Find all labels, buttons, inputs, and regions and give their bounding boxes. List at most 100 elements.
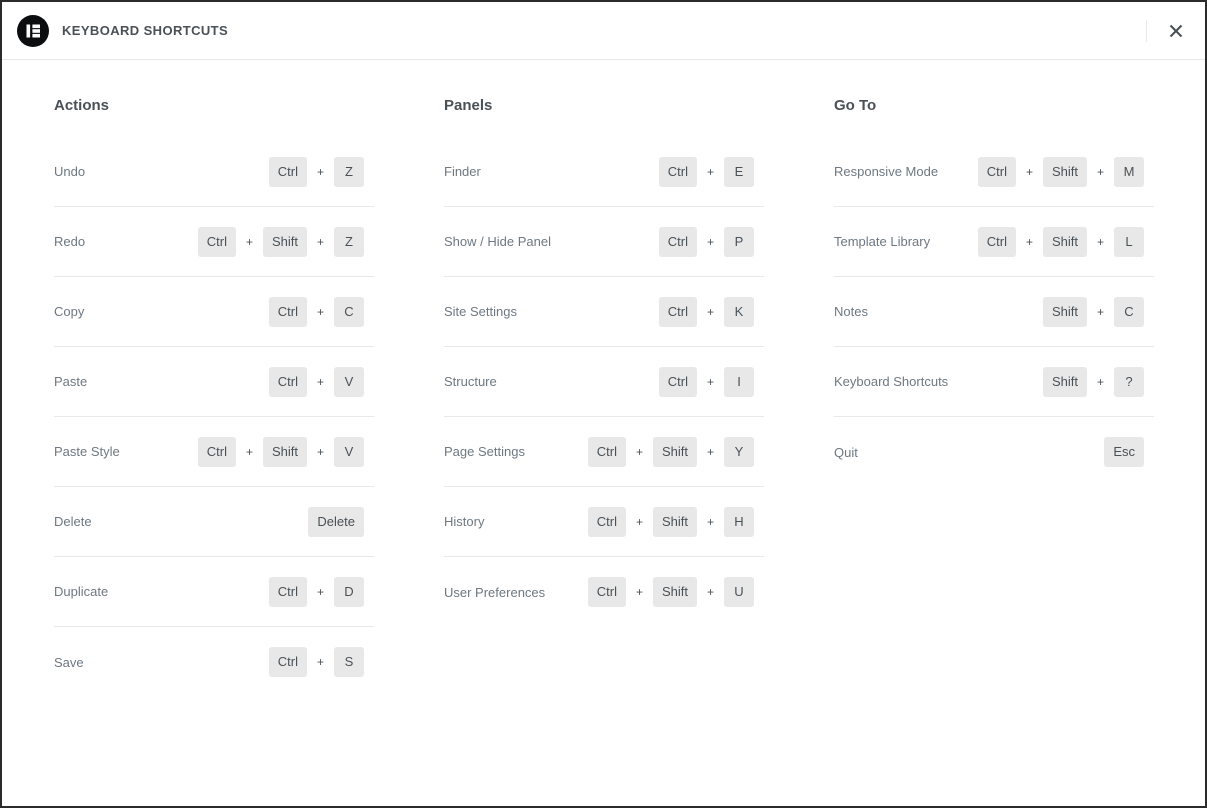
key-cap: Ctrl [268, 296, 307, 327]
key-cap: Ctrl [658, 366, 697, 397]
plus-separator: + [316, 584, 324, 599]
shortcut-keys: Ctrl + I [658, 366, 764, 397]
shortcut-keys: Ctrl + P [658, 226, 764, 257]
key-cap: M [1114, 156, 1144, 187]
key-cap: V [334, 436, 364, 467]
shortcut-keys: Shift +? [1042, 366, 1154, 397]
key-cap: C [1114, 296, 1144, 327]
plus-separator: + [1096, 304, 1104, 319]
key-cap: I [724, 366, 754, 397]
key-cap: V [334, 366, 364, 397]
shortcut-label: Quit [834, 444, 858, 460]
key-cap: Shift [652, 506, 697, 537]
plus-separator: + [1096, 234, 1104, 249]
key-cap: H [724, 506, 754, 537]
key-cap: K [724, 296, 754, 327]
plus-separator: + [706, 444, 714, 459]
plus-separator: + [316, 234, 324, 249]
shortcut-keys: Ctrl + E [658, 156, 764, 187]
key-cap: C [334, 296, 364, 327]
shortcut-label: Template Library [834, 234, 931, 249]
shortcut-row: Show / Hide Panel Ctrl + P [444, 207, 764, 277]
plus-separator: + [316, 374, 324, 389]
close-button[interactable] [1147, 2, 1205, 59]
shortcut-label: Finder [444, 164, 481, 179]
plus-separator: + [316, 164, 324, 179]
key-cap: Ctrl [658, 226, 697, 257]
shortcut-column-go-to: Go To Responsive Mode Ctrl + Shift + M Template… [834, 60, 1154, 487]
key-cap: L [1114, 226, 1144, 257]
shortcut-keys: Shift + C [1042, 296, 1154, 327]
shortcut-keys: Ctrl + V [268, 366, 374, 397]
shortcut-label: Show / Hide Panel [444, 234, 551, 249]
shortcut-keys: Ctrl + Shift + H [587, 506, 764, 537]
shortcut-row: Keyboard Shortcuts Shift +? [834, 347, 1154, 417]
key-cap: Shift [262, 436, 307, 467]
key-cap: Ctrl [587, 577, 626, 607]
key-cap: Ctrl [268, 156, 307, 187]
key-cap: Esc [1104, 437, 1144, 467]
shortcut-label: History [444, 514, 485, 529]
plus-separator: + [245, 444, 253, 459]
shortcut-keys: Ctrl + Shift + L [977, 226, 1154, 257]
shortcut-label: Delete [54, 514, 92, 529]
key-cap: Ctrl [197, 436, 236, 467]
shortcut-label: Notes [834, 304, 868, 319]
shortcut-keys: Ctrl + C [268, 296, 374, 327]
shortcut-row: Template Library Ctrl + Shift + L [834, 207, 1154, 277]
shortcut-row: Paste Style Ctrl + Shift + V [54, 417, 374, 487]
plus-separator: + [635, 514, 643, 529]
shortcut-row: Finder Ctrl + E [444, 137, 764, 207]
key-cap: Z [334, 156, 364, 187]
plus-separator: + [245, 234, 253, 249]
shortcut-label: Duplicate [54, 584, 109, 599]
plus-separator: + [1025, 234, 1033, 249]
shortcut-keys: Esc [1104, 437, 1154, 467]
key-cap: Shift [1042, 296, 1087, 327]
shortcut-keys: Ctrl + Z [268, 156, 374, 187]
shortcut-label: Save [54, 654, 84, 670]
header-actions [1146, 2, 1205, 59]
plus-separator: + [706, 374, 714, 389]
key-cap: Z [334, 226, 364, 257]
shortcut-keys: Delete [308, 506, 374, 537]
elementor-logo-icon [17, 14, 49, 47]
plus-separator: + [1096, 164, 1104, 179]
shortcut-column-actions: Actions Undo Ctrl + Z Redo Ctrl + Shift + Z Copy Ctr… [54, 60, 374, 697]
shortcut-row: Copy Ctrl + C [54, 277, 374, 347]
key-cap: Ctrl [977, 156, 1016, 187]
key-cap: ? [1114, 366, 1144, 397]
shortcut-row: Undo Ctrl + Z [54, 137, 374, 207]
shortcut-list: Finder Ctrl + E Show / Hide Panel Ctrl + P Site … [444, 137, 764, 627]
key-cap: Shift [262, 226, 307, 257]
key-cap: E [724, 156, 754, 187]
key-cap: Ctrl [977, 226, 1016, 257]
key-cap: Ctrl [268, 576, 307, 607]
shortcut-row: Page Settings Ctrl + Shift + Y [444, 417, 764, 487]
columns-grid: Actions Undo Ctrl + Z Redo Ctrl + Shift + Z Copy Ctr… [54, 60, 1154, 697]
shortcut-label: Undo [54, 164, 86, 179]
key-cap: Shift [1042, 226, 1087, 257]
key-cap: Ctrl [268, 366, 307, 397]
plus-separator: + [316, 655, 324, 669]
shortcut-label: Keyboard Shortcuts [834, 374, 949, 389]
shortcut-column-panels: Panels Finder Ctrl + E Show / Hide Panel Ctrl +… [444, 60, 764, 627]
key-cap: Ctrl [658, 296, 697, 327]
shortcut-label: Structure [444, 374, 497, 389]
key-cap: P [724, 226, 754, 257]
shortcut-keys: Ctrl + D [268, 576, 374, 607]
shortcut-keys: Ctrl + Shift + U [587, 577, 764, 607]
shortcut-row: Redo Ctrl + Shift + Z [54, 207, 374, 277]
plus-separator: + [635, 444, 643, 459]
shortcut-keys: Ctrl + K [658, 296, 764, 327]
shortcut-label: User Preferences [444, 584, 546, 600]
shortcut-label: Copy [54, 304, 85, 319]
plus-separator: + [316, 304, 324, 319]
shortcut-keys: Ctrl + Shift + V [197, 436, 374, 467]
shortcuts-content: Actions Undo Ctrl + Z Redo Ctrl + Shift + Z Copy Ctr… [2, 60, 1205, 697]
shortcut-keys: Ctrl + Shift + Z [197, 226, 374, 257]
shortcut-row: User Preferences Ctrl + Shift + U [444, 557, 764, 627]
plus-separator: + [706, 164, 714, 179]
shortcut-label: Responsive Mode [834, 164, 939, 179]
key-cap: Y [724, 436, 754, 467]
